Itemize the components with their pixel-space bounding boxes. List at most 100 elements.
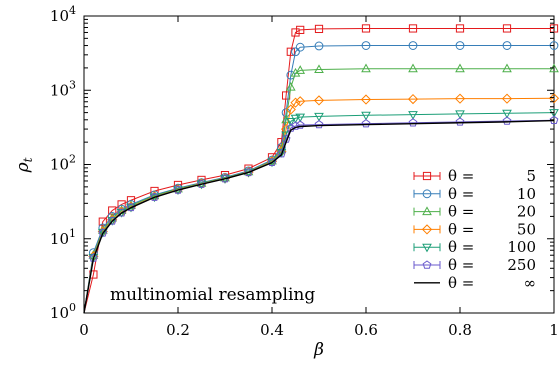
data-point (295, 42, 305, 52)
legend-entry-50: θ = 50 (413, 220, 536, 238)
legend-entry-10: θ = 10 (413, 185, 536, 203)
plot-frame (83, 15, 555, 314)
y-axis-label-sub: t (21, 157, 35, 162)
data-point (277, 149, 286, 158)
y-tick-label: 103 (50, 78, 76, 99)
data-point (361, 63, 371, 73)
legend-label-theta: θ = (448, 238, 474, 256)
data-point (502, 41, 512, 50)
legend-marker (421, 224, 433, 235)
data-point (295, 120, 305, 129)
data-point (408, 41, 418, 50)
legend: θ = 5 θ = 10 θ = 20 θ = 50 θ = 100 θ = 250 θ = ∞ (413, 167, 536, 292)
data-point (314, 112, 324, 122)
legend-entry-250: θ = 250 (413, 256, 536, 274)
data-point (291, 28, 300, 37)
series-∞ (83, 119, 555, 314)
data-point (361, 24, 371, 33)
data-point (285, 117, 296, 127)
y-axis-label-main: ρ (13, 162, 33, 173)
legend-label-value: 100 (507, 238, 536, 256)
legend-label-value: ∞ (524, 274, 537, 292)
data-point (290, 114, 301, 124)
series-250 (83, 115, 559, 314)
data-point (548, 93, 560, 104)
data-point (455, 41, 465, 50)
series-line-5 (83, 27, 554, 314)
legend-entry-100: θ = 100 (413, 238, 536, 256)
legend-label-value: 250 (507, 256, 536, 274)
data-point (314, 24, 324, 34)
y-tick-label: 100 (50, 301, 76, 322)
data-point (502, 63, 512, 73)
data-point (291, 121, 300, 130)
plot-area: 0 0.2 0.4 0.6 0.8 1 100 101 102 103 104 (50, 4, 560, 339)
series-10 (83, 41, 559, 314)
ticks-layer: 0 0.2 0.4 0.6 0.8 1 100 101 102 103 104 (50, 4, 559, 339)
data-point (197, 179, 206, 188)
series-20 (83, 63, 559, 314)
data-point (313, 95, 325, 106)
data-point (455, 24, 465, 33)
data-point (290, 97, 301, 108)
x-tick-label: 0 (79, 321, 89, 339)
data-point (196, 177, 207, 187)
data-point (549, 115, 559, 124)
legend-label-value: 50 (517, 220, 536, 238)
data-point (361, 111, 371, 121)
data-point (295, 113, 306, 123)
legend-label-value: 20 (517, 203, 536, 221)
data-point (501, 93, 513, 104)
legend-label-theta: θ = (448, 256, 474, 274)
data-point (116, 208, 127, 218)
series-line-∞ (83, 119, 555, 314)
data-point (454, 93, 466, 104)
data-point (286, 47, 295, 56)
legend-label-theta: θ = (448, 167, 474, 185)
data-point (285, 81, 296, 91)
data-point (360, 94, 372, 105)
data-point (220, 174, 230, 183)
legend-marker (422, 206, 432, 216)
data-point (408, 118, 418, 127)
data-point (361, 119, 371, 128)
data-point (126, 203, 136, 213)
series-line-10 (83, 45, 554, 314)
y-axis-label: ρt (13, 157, 35, 173)
data-point (291, 47, 300, 57)
data-point (285, 104, 296, 115)
data-point (407, 93, 419, 105)
series-line-100 (83, 112, 555, 314)
data-point (296, 25, 305, 34)
legend-marker (422, 189, 432, 199)
data-point (107, 217, 118, 226)
svg-text:ρt: ρt (13, 157, 35, 173)
data-point (295, 96, 306, 107)
x-tick-label: 0.8 (448, 321, 472, 339)
series-layer (83, 24, 560, 314)
data-point (267, 158, 277, 168)
data-point (173, 183, 183, 193)
data-point (150, 192, 159, 201)
legend-label-theta: θ = (448, 220, 474, 238)
x-tick-label: 0.6 (354, 321, 378, 339)
data-point (549, 109, 559, 118)
data-point (314, 64, 324, 74)
data-point (173, 185, 183, 194)
legend-entry-∞: θ = ∞ (414, 274, 536, 292)
data-point (502, 116, 512, 125)
x-tick-label: 1 (549, 321, 559, 339)
legend-marker (422, 260, 432, 269)
data-point (314, 119, 324, 129)
legend-entry-20: θ = 20 (413, 203, 536, 221)
data-point (408, 111, 418, 120)
data-point (295, 65, 306, 74)
data-point (290, 67, 301, 77)
annotation-text: multinomial resampling (110, 285, 315, 305)
data-point (220, 172, 230, 182)
data-point (455, 117, 465, 126)
legend-entry-5: θ = 5 (413, 167, 536, 185)
data-point (98, 228, 108, 237)
legend-label-theta: θ = (448, 185, 474, 203)
